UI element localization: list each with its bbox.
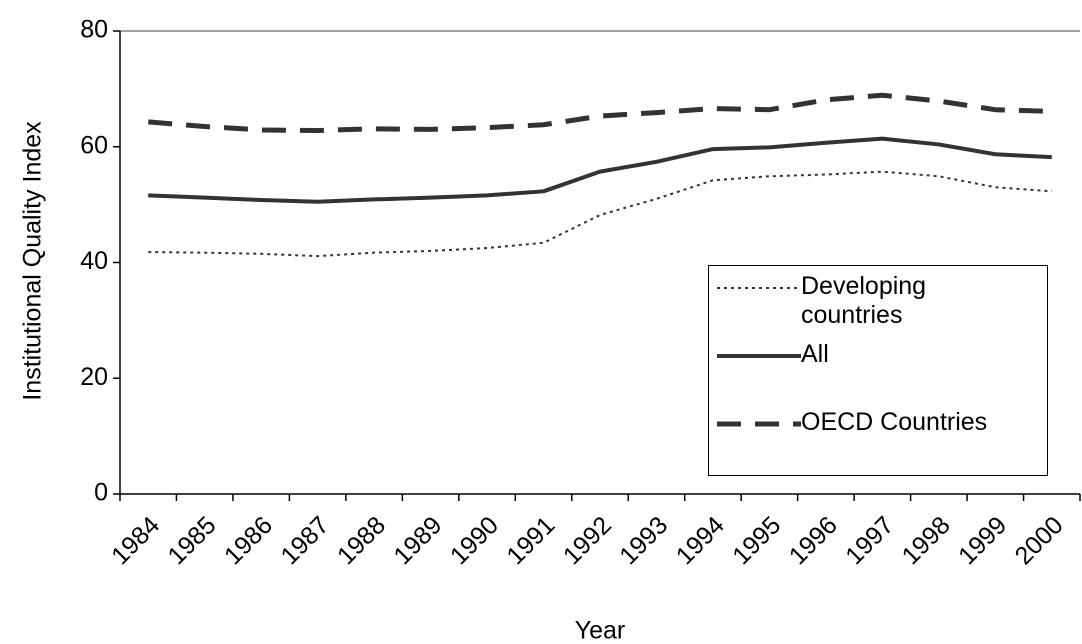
x-tick-label: 1988: [332, 511, 391, 570]
y-axis-title: Institutional Quality Index: [19, 121, 47, 401]
y-tick-label: 20: [80, 363, 108, 391]
legend-entry: OECD Countries: [709, 408, 1047, 476]
x-tick-label: 1990: [445, 511, 504, 570]
legend-label: All: [801, 340, 829, 368]
x-tick-label: 1985: [162, 511, 221, 570]
x-tick-label: 1987: [275, 511, 334, 570]
y-tick-label: 80: [80, 16, 108, 44]
legend-entry: All: [709, 340, 1047, 408]
legend-label: OECD Countries: [801, 408, 988, 436]
y-tick-label: 0: [94, 479, 108, 507]
x-tick-label: 1995: [727, 511, 786, 570]
series-line: [148, 170, 1052, 258]
x-axis-title: Year: [575, 617, 626, 644]
legend-entry: Developing countries: [709, 272, 1047, 340]
x-tick-label: 1993: [614, 511, 673, 570]
x-tick-label: 1984: [106, 511, 165, 570]
x-tick-label: 2000: [1010, 511, 1069, 570]
y-tick-label: 40: [80, 247, 108, 275]
x-tick-label: 1989: [388, 511, 447, 570]
x-tick-label: 1996: [784, 511, 843, 570]
x-tick-label: 1986: [219, 511, 278, 570]
series-line: [148, 136, 1052, 204]
legend: Developing countries All OECD Countries: [708, 265, 1048, 476]
legend-swatch: [717, 287, 801, 289]
x-tick-label: 1998: [897, 511, 956, 570]
x-tick-label: 1991: [501, 511, 560, 570]
series-line: [148, 92, 1052, 134]
legend-label: Developing countries: [801, 272, 927, 329]
x-tick-label: 1992: [558, 511, 617, 570]
x-tick-label: 1994: [671, 511, 730, 570]
x-tick-label: 1997: [840, 511, 899, 570]
legend-swatch: [717, 354, 801, 358]
legend-swatch: [717, 421, 801, 427]
x-tick-label: 1999: [953, 511, 1012, 570]
y-tick-label: 60: [80, 131, 108, 159]
